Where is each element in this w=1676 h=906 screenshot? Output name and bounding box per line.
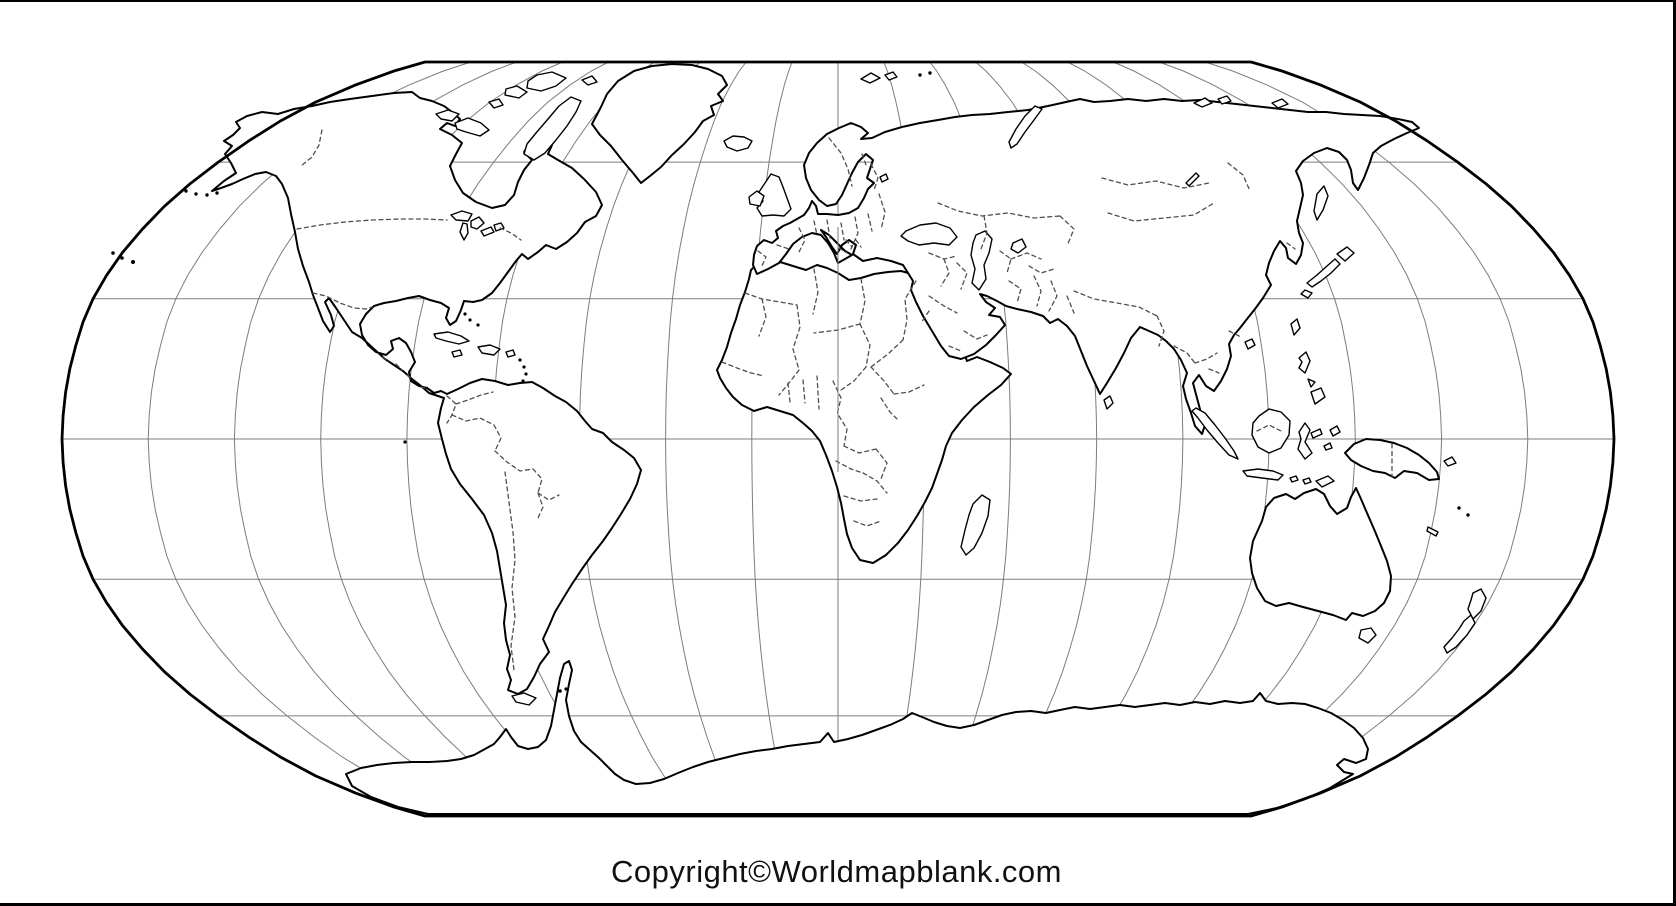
moluccas (1323, 425, 1341, 451)
novaya-zemlya (1008, 105, 1043, 149)
eurasia (752, 98, 1420, 435)
taiwan (1290, 318, 1301, 336)
puerto-rico (505, 349, 516, 358)
antarctica (345, 660, 1369, 815)
lake-ladoga (879, 173, 889, 183)
americas-mainland (211, 91, 642, 695)
borders-europe (757, 137, 886, 269)
banks-victoria-islands (435, 109, 490, 137)
bismarck-islands (1443, 456, 1457, 467)
franz-josef-land (918, 73, 922, 77)
lake-huron (470, 216, 485, 230)
lesser-antilles (522, 365, 526, 369)
borders-south-asia (1066, 290, 1165, 347)
new-caledonia (1426, 526, 1439, 537)
hawaii-islands (120, 256, 124, 260)
map-outline (60, 60, 1616, 818)
copyright-text: Copyright©Worldmapblank.com (611, 854, 1062, 889)
lake-erie (480, 226, 495, 237)
hainan (1244, 338, 1256, 350)
sri-lanka (1103, 395, 1114, 410)
border-us-mexico (312, 292, 373, 310)
tasmania (1358, 627, 1377, 644)
tierra-del-fuego (511, 692, 537, 706)
fiji-islands (1457, 506, 1461, 510)
borders-middle-east (928, 252, 988, 352)
meridian-line (406, 61, 609, 817)
galapagos (403, 440, 407, 444)
borneo (1251, 408, 1291, 454)
sumatra (1191, 407, 1239, 460)
borders-russia-mongolia-china (1101, 162, 1251, 222)
lesser-sunda-islands (1289, 475, 1335, 488)
hispaniola (477, 344, 501, 356)
new-zealand (1443, 588, 1487, 654)
borders-south-america (446, 391, 560, 671)
greenland (591, 63, 728, 184)
borders-southeast-asia (1173, 242, 1296, 374)
baffin-island (523, 96, 582, 161)
fiji-islands (1466, 513, 1470, 517)
aleutian-islands (215, 191, 219, 195)
hawaii-islands (131, 260, 135, 264)
lake-baikal (1185, 172, 1200, 187)
lake-superior (450, 210, 473, 222)
border-alaska-canada (300, 129, 323, 167)
lake-michigan (459, 222, 469, 241)
borders-central-asia (937, 202, 1075, 312)
madagascar (960, 494, 991, 556)
lesser-antilles (521, 379, 525, 383)
iceland (723, 135, 753, 152)
lake-ontario (493, 222, 505, 232)
severnaya-zemlya (1193, 95, 1232, 108)
franz-josef-land (928, 71, 932, 75)
borders-central-america (382, 356, 428, 390)
meridian-line (665, 61, 747, 817)
jamaica (451, 349, 463, 358)
aral-sea (1010, 238, 1027, 254)
black-sea (900, 222, 958, 246)
ellesmere-island (526, 71, 567, 92)
falkland-islands (564, 687, 568, 691)
australia (1249, 487, 1392, 621)
falkland-islands (558, 689, 562, 693)
aleutian-islands (184, 189, 188, 193)
bahamas (468, 318, 472, 322)
lesser-antilles (518, 358, 522, 362)
lesser-antilles (524, 372, 528, 376)
japan (1300, 246, 1355, 299)
svalbard (860, 71, 898, 84)
sulawesi (1297, 422, 1323, 460)
java (1242, 468, 1284, 481)
sakhalin (1313, 185, 1329, 221)
meridian-line (1204, 61, 1529, 817)
continents (111, 63, 1487, 815)
devon-island (488, 75, 598, 109)
borders-southern-africa (835, 460, 888, 527)
bahamas (463, 312, 467, 316)
ireland (748, 190, 765, 207)
aleutian-islands (194, 192, 198, 196)
new-siberian-islands (1271, 98, 1289, 109)
meridian-line (751, 61, 793, 817)
borders-central-east-africa (838, 310, 930, 480)
borders-west-africa (721, 361, 842, 416)
aleutian-islands (205, 193, 209, 197)
country-borders (296, 129, 1393, 671)
bahamas (476, 323, 480, 327)
philippines (1298, 351, 1326, 405)
border-borneo (1256, 424, 1282, 432)
caspian-sea (970, 230, 993, 291)
hawaii-islands (111, 251, 115, 255)
great-britain (756, 173, 792, 217)
border-us-canada (296, 218, 522, 241)
inland-waters (450, 172, 1200, 291)
cuba (433, 331, 470, 345)
